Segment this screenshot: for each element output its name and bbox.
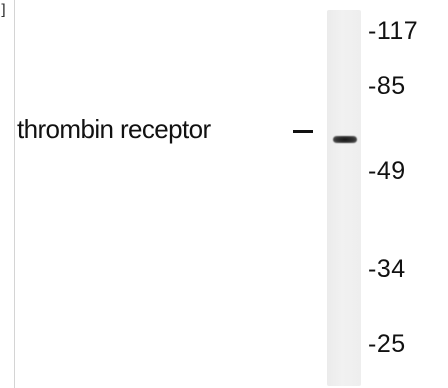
marker-25: -25 xyxy=(368,330,406,359)
marker-49: -49 xyxy=(368,157,406,186)
marker-85: -85 xyxy=(368,72,406,101)
marker-34: -34 xyxy=(368,255,406,284)
image-left-border xyxy=(14,0,15,388)
protein-band xyxy=(333,136,357,143)
band-label-pointer xyxy=(293,130,313,133)
marker-117: -117 xyxy=(368,17,418,46)
corner-bracket: ] xyxy=(0,0,6,20)
gel-lane xyxy=(327,10,361,386)
band-label: thrombin receptor xyxy=(17,114,211,145)
